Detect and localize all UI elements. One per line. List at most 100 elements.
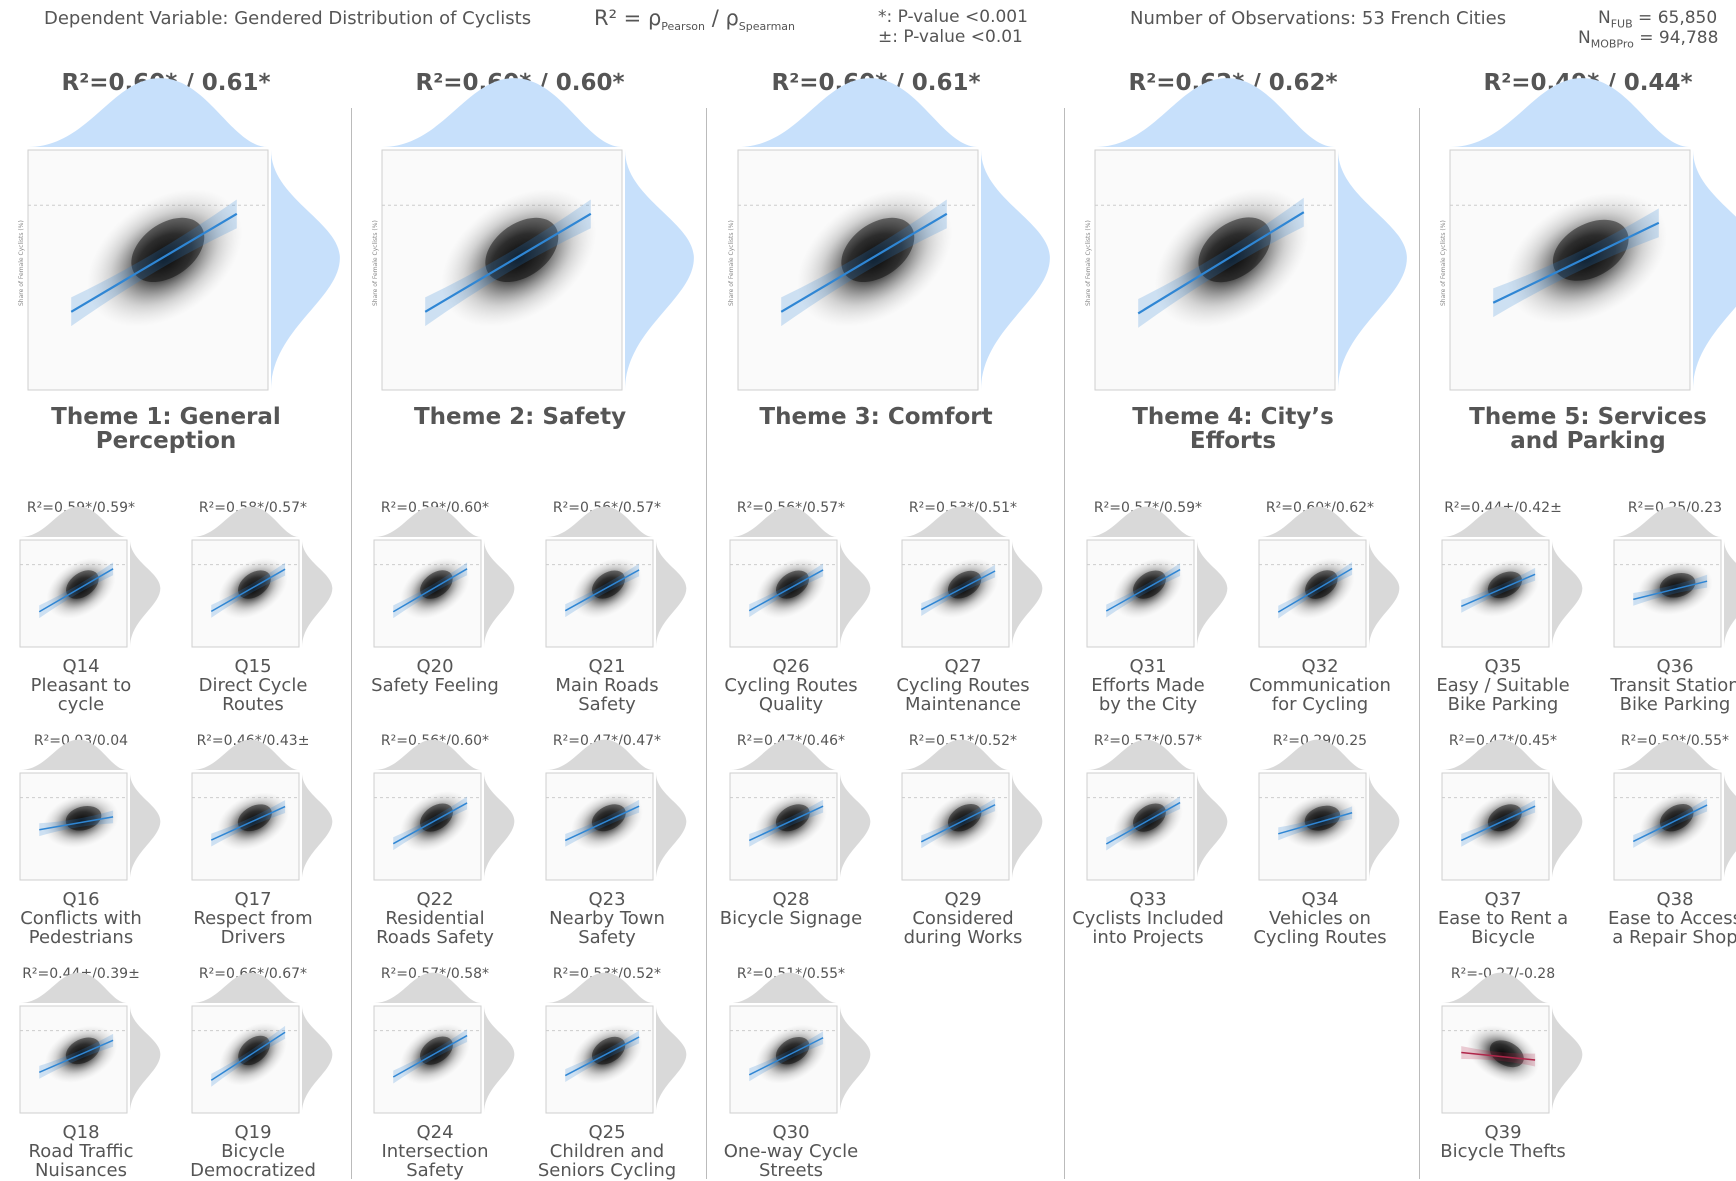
question-code: Q18 <box>62 1122 100 1143</box>
regression-line <box>39 816 114 831</box>
top-marginal-distribution <box>1087 739 1194 770</box>
regression-line <box>424 212 592 313</box>
joint-density-plot <box>545 972 687 1114</box>
question-label: Q26 Cycling Routes Quality <box>701 657 881 714</box>
n-mobpro: NMOBPro = 94,788 <box>1578 28 1718 50</box>
top-marginal-distribution <box>20 506 127 537</box>
question-code: Q27 <box>944 656 982 677</box>
question-label: Q30 One-way Cycle Streets <box>701 1123 881 1180</box>
question-label-line: Children and <box>549 1141 665 1162</box>
question-label-line: Safety <box>578 694 636 715</box>
right-marginal-distribution <box>130 773 161 880</box>
question-label: Q32 Communication for Cycling <box>1230 657 1410 714</box>
n-fub-label: N <box>1598 8 1611 28</box>
theme-title-line: Perception <box>95 428 237 454</box>
regression-line <box>920 570 996 611</box>
joint-density-plot <box>191 506 333 648</box>
top-marginal-distribution <box>1259 506 1366 537</box>
regression-line <box>748 569 824 612</box>
question-label-line: Cycling Routes <box>724 675 858 696</box>
question-label-line: Cycling Routes <box>896 675 1030 696</box>
question-label: Q38 Ease to Access a Repair Shop <box>1585 890 1736 947</box>
joint-density-plot <box>19 739 161 881</box>
joint-density-plot <box>19 972 161 1114</box>
question-code: Q16 <box>62 889 100 910</box>
top-marginal-distribution <box>1259 739 1366 770</box>
question-label-line: during Works <box>903 927 1023 948</box>
n-mob-label: N <box>1578 28 1591 48</box>
joint-density-plot <box>1258 739 1400 881</box>
joint-density-plot <box>729 739 871 881</box>
question-code: Q30 <box>772 1122 810 1143</box>
top-marginal-distribution <box>382 78 622 147</box>
question-label-line: Drivers <box>220 927 286 948</box>
density-contours <box>441 189 597 327</box>
question-label-line: Residential <box>385 908 485 929</box>
question-label: Q36 Transit Station Bike Parking <box>1585 657 1736 714</box>
right-marginal-distribution <box>302 1006 333 1113</box>
question-code: Q32 <box>1301 656 1339 677</box>
question-label-line: One-way Cycle <box>723 1141 859 1162</box>
question-label-line: by the City <box>1098 694 1198 715</box>
question-label-line: Main Roads <box>555 675 659 696</box>
theme-title-line: Theme 5: Services <box>1469 404 1707 430</box>
top-marginal-distribution <box>1614 739 1721 770</box>
question-code: Q24 <box>416 1122 454 1143</box>
question-label: Q33 Cyclists Included into Projects <box>1058 890 1238 947</box>
question-label-line: Cyclists Included <box>1072 908 1224 929</box>
y-axis-label: Share of Female Cyclists (%) <box>1085 220 1092 306</box>
joint-density-plot <box>373 506 515 648</box>
question-label: Q29 Considered during Works <box>873 890 1053 947</box>
question-label: Q22 Residential Roads Safety <box>345 890 525 947</box>
regression-line <box>1277 567 1353 613</box>
question-code: Q14 <box>62 656 100 677</box>
density-contours <box>797 189 953 327</box>
question-label: Q18 Road Traffic Nuisances <box>0 1123 171 1180</box>
question-label-line: for Cycling <box>1271 694 1369 715</box>
right-marginal-distribution <box>656 773 687 880</box>
question-label-line: Ease to Access <box>1608 908 1736 929</box>
question-label-line: Conflicts with <box>20 908 142 929</box>
regression-line <box>1137 211 1305 315</box>
joint-density-plot <box>1441 972 1583 1114</box>
density-contours <box>1154 188 1309 328</box>
right-marginal-distribution <box>1369 773 1400 880</box>
question-label-line: Roads Safety <box>376 927 494 948</box>
joint-density-plot <box>191 739 333 881</box>
y-axis-label: Share of Female Cyclists (%) <box>728 220 735 306</box>
joint-density-plot <box>545 739 687 881</box>
top-marginal-distribution <box>374 739 481 770</box>
question-label-line: Road Traffic <box>28 1141 134 1162</box>
question-code: Q33 <box>1129 889 1167 910</box>
regression-line <box>38 1039 114 1073</box>
top-marginal-distribution <box>546 972 653 1003</box>
top-marginal-distribution <box>738 78 978 147</box>
joint-density-plot <box>1441 739 1583 881</box>
question-code: Q31 <box>1129 656 1167 677</box>
question-label-line: Bicycle <box>221 1141 285 1162</box>
joint-density-plot <box>1613 739 1736 881</box>
joint-density-plot <box>729 972 871 1114</box>
question-label-line: Quality <box>758 694 824 715</box>
density-contours <box>1637 561 1713 615</box>
question-label-line: Efforts Made <box>1091 675 1205 696</box>
question-code: Q35 <box>1484 656 1522 677</box>
density-core <box>65 805 102 831</box>
right-marginal-distribution <box>840 773 871 880</box>
regression-line <box>1461 1051 1536 1061</box>
question-label-line: Routes <box>222 694 284 715</box>
question-label-line: Communication <box>1249 675 1391 696</box>
regression-line <box>392 1034 468 1078</box>
top-marginal-distribution <box>902 739 1009 770</box>
question-code: Q20 <box>416 656 454 677</box>
right-marginal-distribution <box>271 150 340 390</box>
top-marginal-distribution <box>546 506 653 537</box>
question-label-line: Pleasant to <box>30 675 132 696</box>
column-separator <box>706 108 707 1179</box>
question-code: Q17 <box>234 889 272 910</box>
theme-title-line: and Parking <box>1510 428 1666 454</box>
theme-title: Theme 1: General Perception <box>16 405 316 453</box>
question-code: Q21 <box>588 656 626 677</box>
regression-line <box>748 805 824 842</box>
joint-density-plot <box>1441 506 1583 648</box>
